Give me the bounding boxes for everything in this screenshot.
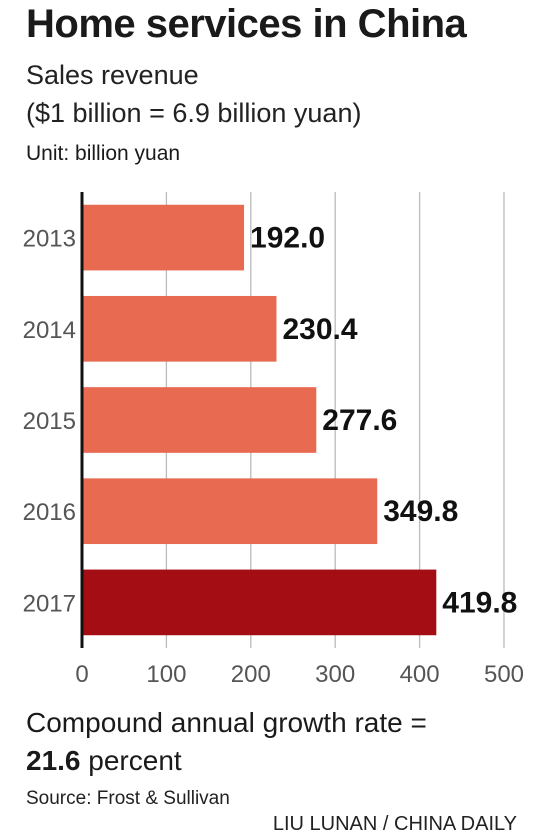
cagr-value: 21.6 (26, 745, 81, 776)
bar-2015 (82, 387, 317, 453)
bar-2013 (82, 204, 245, 271)
bar-2017 (82, 569, 437, 636)
x-tick-label: 100 (146, 661, 186, 688)
y-tick-label: 2014 (23, 317, 76, 344)
y-tick-label: 2015 (23, 408, 76, 435)
credit-line: LIU LUNAN / CHINA DAILY (272, 813, 517, 835)
value-labels: 192.0 230.4 277.6 349.8 419.8 (250, 222, 517, 620)
bar-2016 (82, 478, 378, 545)
x-tick-label: 400 (400, 661, 440, 688)
value-label: 230.4 (282, 313, 357, 346)
source-note: Source: Frost & Sullivan (26, 788, 230, 809)
x-tick-label: 200 (231, 661, 271, 688)
value-label: 192.0 (250, 222, 325, 255)
value-label: 419.8 (442, 586, 517, 619)
chart-title: Home services in China (26, 2, 467, 46)
x-tick-label: 500 (484, 661, 524, 688)
y-tick-label: 2016 (23, 499, 76, 526)
bar-2014 (82, 295, 277, 362)
y-tick-label: 2017 (23, 590, 76, 617)
y-tick-labels: 2013 2014 2015 2016 2017 (23, 226, 76, 618)
unit-label: Unit: billion yuan (26, 142, 181, 165)
x-tick-labels: 0 100 200 300 400 500 (75, 661, 524, 688)
x-tick-label: 0 (75, 661, 88, 688)
x-tick-label: 300 (315, 661, 355, 688)
bar-chart: 2013 2014 2015 2016 2017 0 100 200 300 400 500 19… (23, 192, 524, 688)
value-label: 349.8 (383, 495, 458, 528)
cagr-note: Compound annual growth rate = 21.6 perce… (26, 704, 427, 780)
cagr-line1: Compound annual growth rate = (26, 707, 427, 738)
bars (82, 204, 437, 636)
chart-subtitle: Sales revenue (26, 60, 199, 90)
cagr-unit: percent (80, 745, 182, 776)
y-tick-label: 2013 (23, 226, 76, 253)
chart-subtitle-conversion: ($1 billion = 6.9 billion yuan) (26, 98, 362, 128)
value-label: 277.6 (322, 404, 397, 437)
cagr-line2: 21.6 percent (26, 742, 427, 780)
